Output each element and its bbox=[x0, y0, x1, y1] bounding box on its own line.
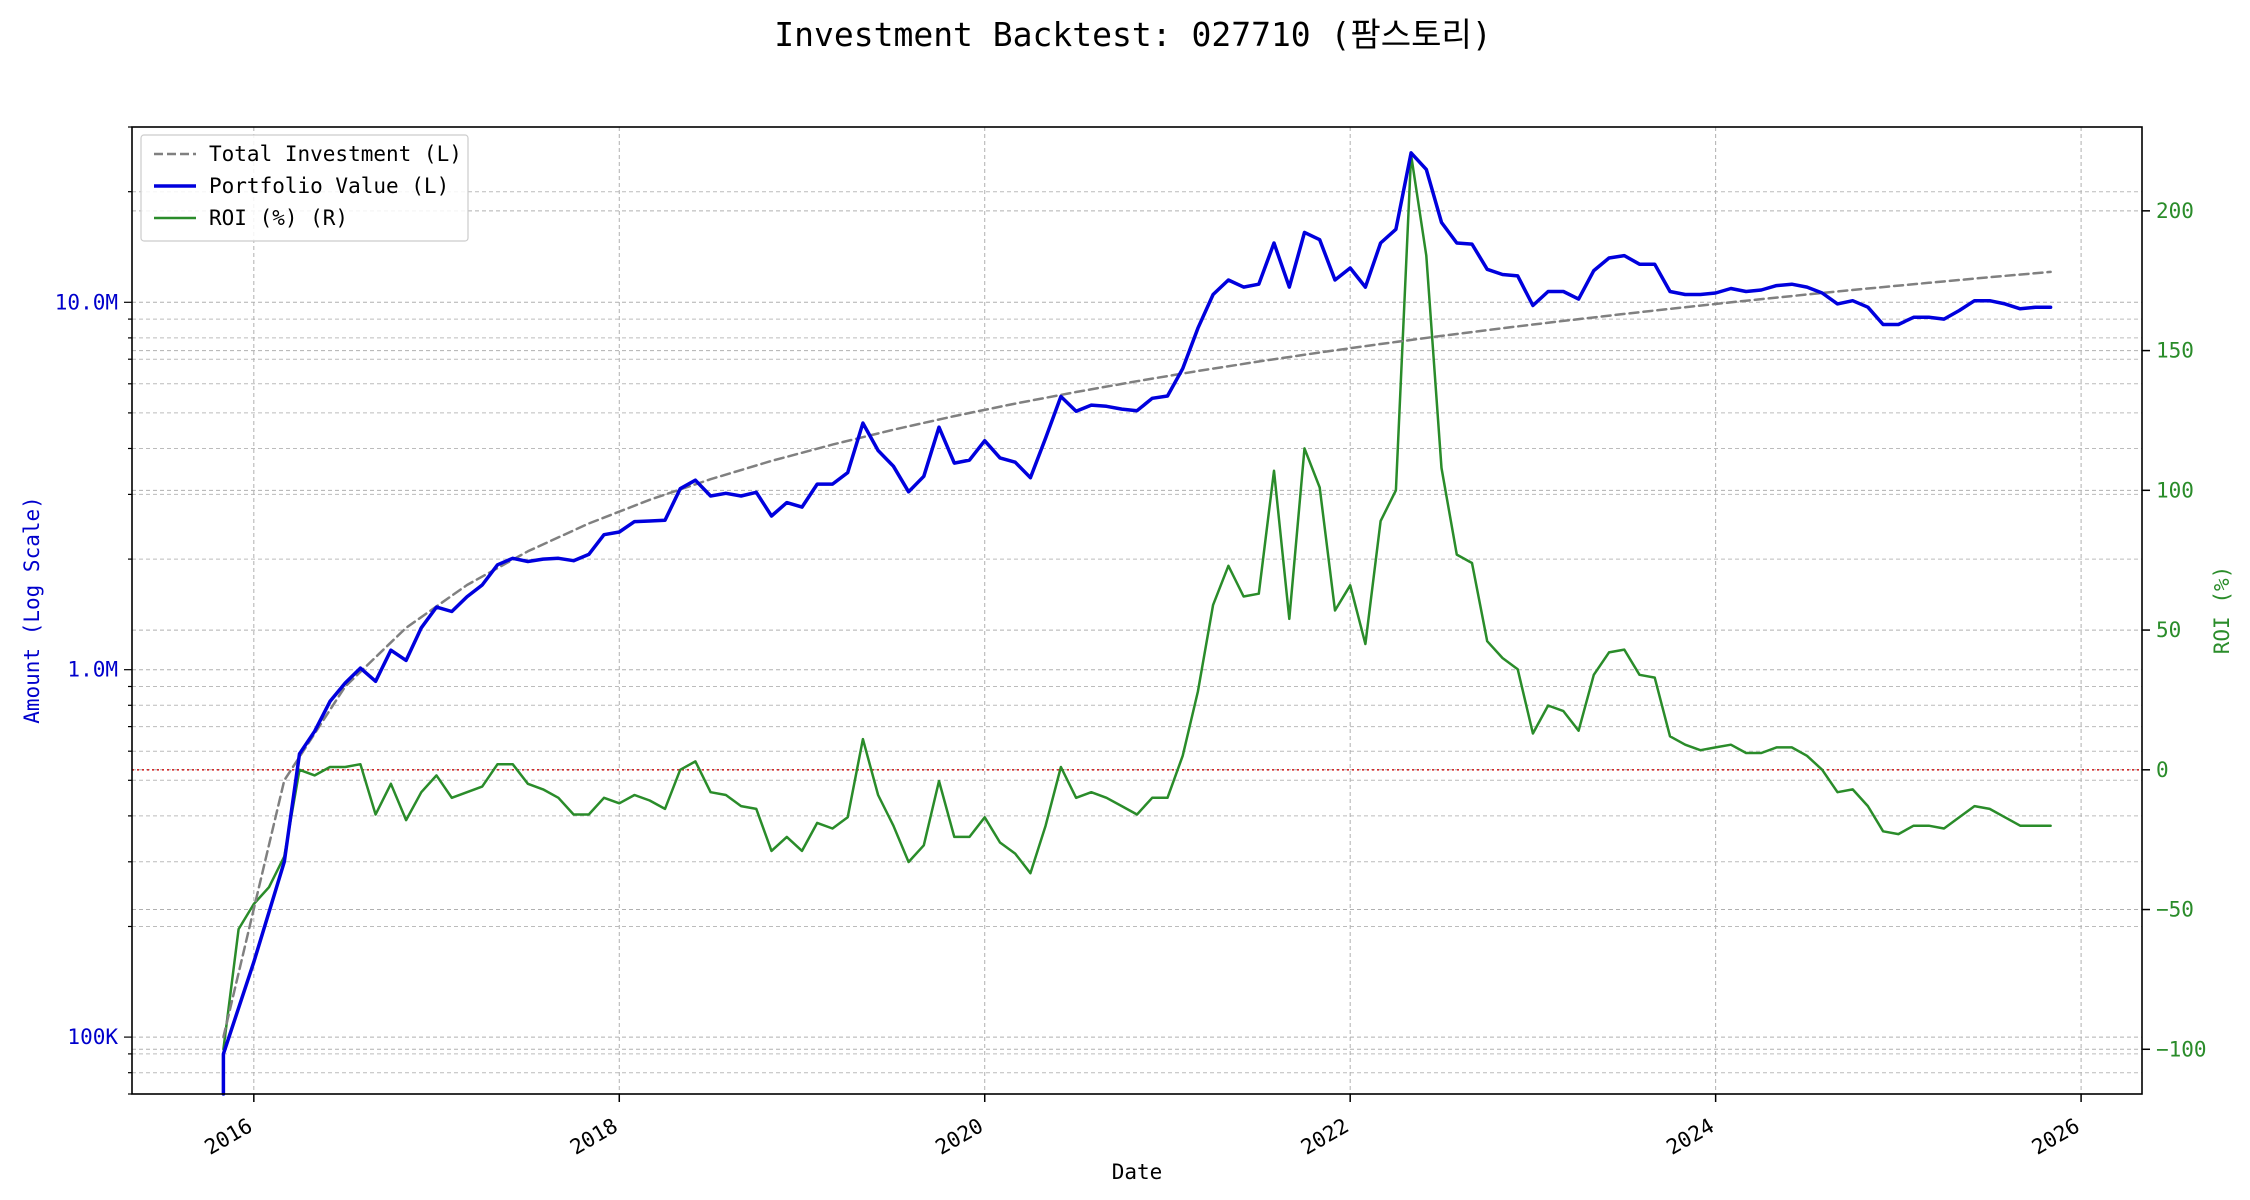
y-axis-left-label: Amount (Log Scale) bbox=[20, 496, 44, 724]
x-tick-label: 2022 bbox=[1297, 1114, 1353, 1160]
axes: 2016 2018 2020 2022 2024 2026 100K 1.0M 10.0M −10… bbox=[55, 126, 2207, 1160]
total-investment-line bbox=[222, 270, 2052, 1039]
x-tick-label: 2026 bbox=[2028, 1114, 2084, 1160]
portfolio-value-line bbox=[221, 151, 2053, 1096]
y-right-tick-label: 200 bbox=[2156, 199, 2194, 223]
y-axis-right-label: ROI (%) bbox=[2210, 566, 2234, 655]
y-right-tick-label: −50 bbox=[2156, 898, 2194, 922]
legend-box bbox=[140, 134, 469, 242]
y-right-tick-label: 50 bbox=[2156, 618, 2181, 642]
y-left-tick-label: 100K bbox=[67, 1025, 118, 1049]
plot-frame bbox=[131, 126, 2143, 1095]
x-tick-label: 2018 bbox=[566, 1114, 622, 1160]
x-tick-label: 2024 bbox=[1662, 1114, 1718, 1160]
y-right-tick-label: 0 bbox=[2156, 758, 2169, 782]
x-tick-label: 2020 bbox=[931, 1114, 987, 1160]
legend-label-total-investment: Total Investment (L) bbox=[209, 142, 462, 166]
y-right-tick-label: 100 bbox=[2156, 478, 2194, 502]
roi-line bbox=[222, 153, 2052, 1051]
legend-label-portfolio-value: Portfolio Value (L) bbox=[209, 174, 449, 198]
y-right-tick-label: 150 bbox=[2156, 339, 2194, 363]
legend-label-roi: ROI (%) (R) bbox=[209, 206, 348, 230]
y-right-tick-label: −100 bbox=[2156, 1037, 2207, 1061]
chart-title: Investment Backtest: 027710 (팜스토리) bbox=[774, 15, 1491, 54]
x-axis-label: Date bbox=[1112, 1160, 1163, 1184]
y-left-tick-label: 1.0M bbox=[67, 658, 118, 682]
legend: Total Investment (L) Portfolio Value (L)… bbox=[140, 134, 469, 242]
series-layer bbox=[132, 151, 2142, 1096]
x-tick-label: 2016 bbox=[201, 1114, 257, 1160]
y-left-tick-label: 10.0M bbox=[55, 290, 118, 314]
